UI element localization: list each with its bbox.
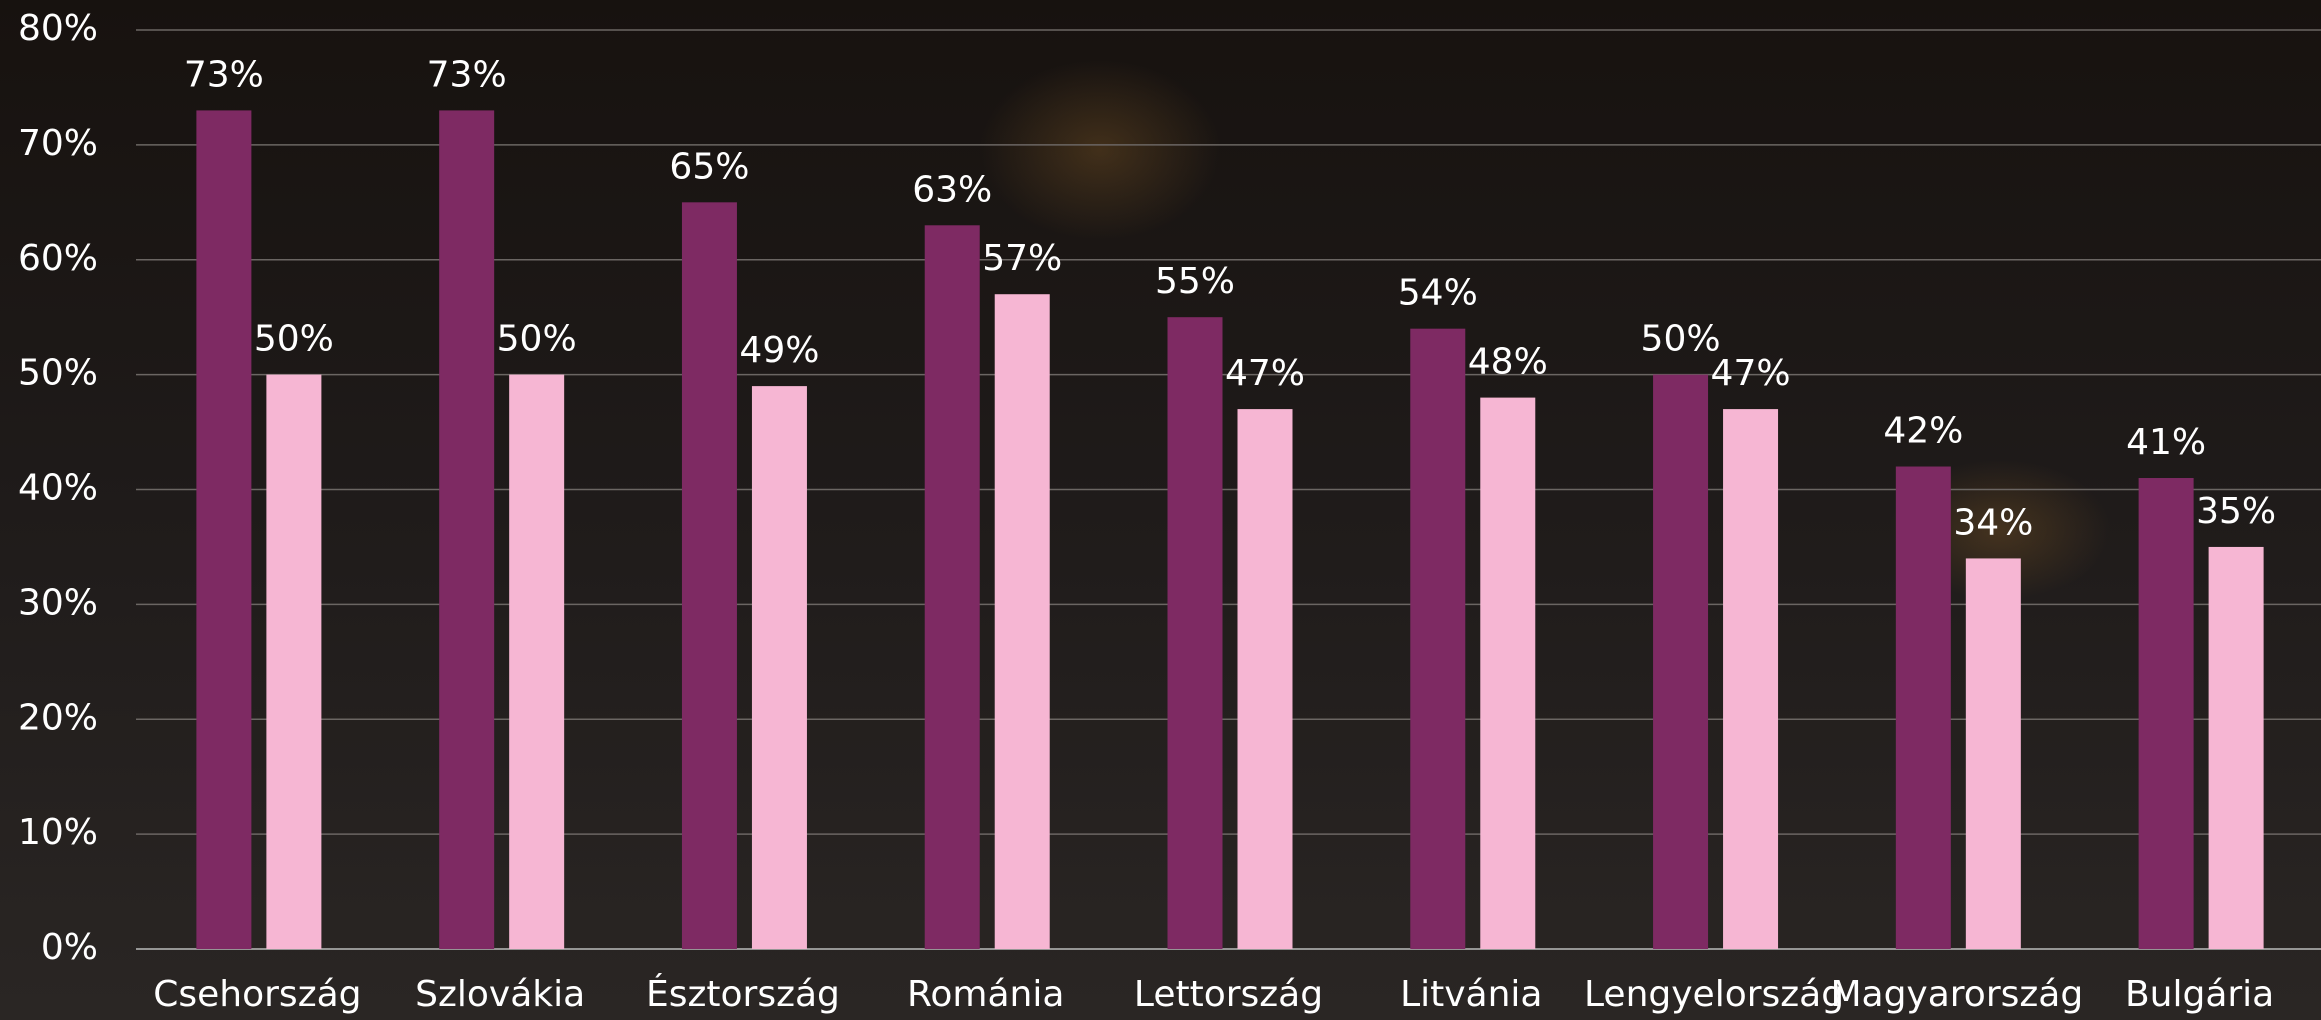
value-label: 42% bbox=[1883, 411, 1963, 452]
value-label: 57% bbox=[982, 238, 1062, 279]
bar bbox=[2138, 478, 2194, 949]
value-label: 35% bbox=[2196, 491, 2276, 532]
value-label: 63% bbox=[912, 169, 992, 210]
y-tick-label: 30% bbox=[18, 582, 98, 623]
bar bbox=[1653, 374, 1709, 949]
value-label: 48% bbox=[1468, 342, 1548, 383]
y-tick-label: 40% bbox=[18, 468, 98, 509]
x-tick-label: Észtország bbox=[646, 973, 840, 1015]
value-label: 55% bbox=[1155, 261, 1235, 302]
value-label: 65% bbox=[669, 146, 749, 187]
bar bbox=[1410, 328, 1466, 949]
bar bbox=[994, 294, 1050, 949]
bar bbox=[924, 225, 980, 950]
bar bbox=[751, 386, 807, 949]
bar bbox=[1237, 409, 1293, 949]
x-tick-label: Szlovákia bbox=[415, 974, 585, 1015]
value-label: 73% bbox=[427, 54, 507, 95]
value-label: 54% bbox=[1398, 273, 1478, 314]
x-tick-label: Lettország bbox=[1134, 974, 1323, 1015]
value-label: 34% bbox=[1953, 502, 2033, 543]
value-label: 49% bbox=[739, 330, 819, 371]
bar bbox=[1167, 317, 1223, 949]
y-tick-label: 60% bbox=[18, 238, 98, 279]
value-label: 47% bbox=[1711, 353, 1791, 394]
y-tick-label: 70% bbox=[18, 123, 98, 164]
x-tick-label: Lengyelország bbox=[1584, 974, 1844, 1015]
bar bbox=[1723, 409, 1779, 949]
background-glow bbox=[980, 60, 1220, 240]
y-tick-label: 80% bbox=[18, 8, 98, 49]
x-tick-label: Románia bbox=[907, 974, 1064, 1015]
value-label: 73% bbox=[184, 54, 264, 95]
x-tick-label: Bulgária bbox=[2125, 974, 2274, 1015]
bar bbox=[196, 110, 252, 950]
bar bbox=[681, 202, 737, 949]
value-label: 50% bbox=[497, 319, 577, 360]
x-tick-label: Csehország bbox=[153, 974, 361, 1015]
x-tick-label: Litvánia bbox=[1400, 974, 1542, 1015]
y-tick-label: 20% bbox=[18, 697, 98, 738]
bar bbox=[266, 374, 322, 949]
bar bbox=[1480, 397, 1536, 950]
x-tick-label: Magyarország bbox=[1830, 974, 2083, 1015]
value-label: 50% bbox=[254, 319, 334, 360]
bar bbox=[1965, 558, 2021, 949]
value-label: 41% bbox=[2126, 422, 2206, 463]
bar bbox=[1895, 466, 1951, 949]
bar bbox=[439, 110, 495, 950]
y-tick-label: 0% bbox=[41, 927, 98, 968]
value-label: 47% bbox=[1225, 353, 1305, 394]
bar bbox=[509, 374, 565, 949]
bar bbox=[2208, 546, 2264, 949]
value-label: 50% bbox=[1641, 319, 1721, 360]
y-tick-label: 10% bbox=[18, 812, 98, 853]
y-tick-label: 50% bbox=[18, 353, 98, 394]
